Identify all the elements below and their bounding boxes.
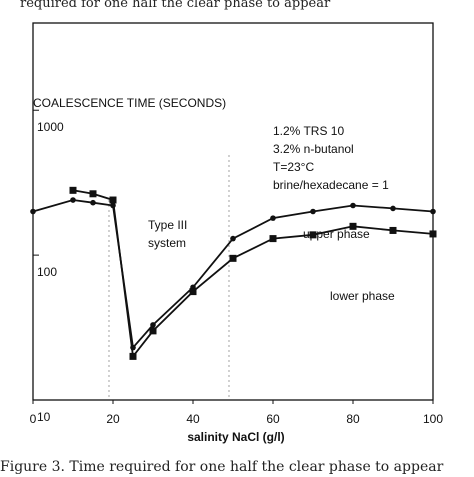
plot-frame xyxy=(32,22,434,401)
data-point-square xyxy=(349,222,357,230)
data-point-square xyxy=(229,254,237,262)
data-point-square xyxy=(89,190,97,198)
x-tick-label: 0 xyxy=(30,412,37,426)
series-label-lower-phase: lower phase xyxy=(330,289,395,303)
data-point-square xyxy=(269,235,277,243)
region-label-line1: Type III xyxy=(148,218,187,232)
condition-label: 3.2% n-butanol xyxy=(273,142,354,156)
condition-label: 1.2% TRS 10 xyxy=(273,124,344,138)
data-point-circle xyxy=(270,215,276,221)
condition-label: T=23°C xyxy=(273,160,314,174)
region-label-line2: system xyxy=(148,236,186,250)
data-point-circle xyxy=(310,208,316,215)
data-point-square xyxy=(309,231,317,239)
data-point-square xyxy=(109,196,117,204)
series-label-upper-phase: upper phase xyxy=(303,227,370,241)
data-point-square xyxy=(129,352,137,360)
y-tick-label: 100 xyxy=(37,265,57,279)
data-point-circle xyxy=(90,199,96,206)
x-tick-label: 60 xyxy=(266,412,280,426)
data-point-square xyxy=(149,327,157,335)
y-axis-title: COALESCENCE TIME (SECONDS) xyxy=(33,96,226,110)
data-point-circle xyxy=(390,205,396,212)
x-tick-label: 100 xyxy=(423,412,443,426)
y-tick-label: 1000 xyxy=(37,120,64,134)
x-tick-label: 80 xyxy=(346,412,360,426)
data-point-circle xyxy=(30,208,36,215)
x-tick-label: 40 xyxy=(186,412,200,426)
series-line xyxy=(72,189,434,359)
data-point-circle xyxy=(350,202,356,209)
data-point-square xyxy=(189,288,197,296)
caption-top-fragment: required for one half the clear phase to… xyxy=(20,0,331,10)
data-point-circle xyxy=(430,208,436,215)
y-tick-label: 10 xyxy=(37,410,51,424)
x-tick-label: 20 xyxy=(106,412,120,426)
data-point-circle xyxy=(150,322,156,328)
data-point-square xyxy=(389,226,397,234)
data-point-square xyxy=(69,186,77,194)
series-line xyxy=(32,199,434,350)
data-point-square xyxy=(429,230,437,238)
data-point-circle xyxy=(230,235,236,242)
x-axis-title: salinity NaCl (g/l) xyxy=(187,430,284,444)
caption-bottom-fragment: Figure 3. Time required for one half the… xyxy=(0,459,444,475)
data-point-circle xyxy=(70,197,76,203)
condition-label: brine/hexadecane = 1 xyxy=(273,178,389,192)
